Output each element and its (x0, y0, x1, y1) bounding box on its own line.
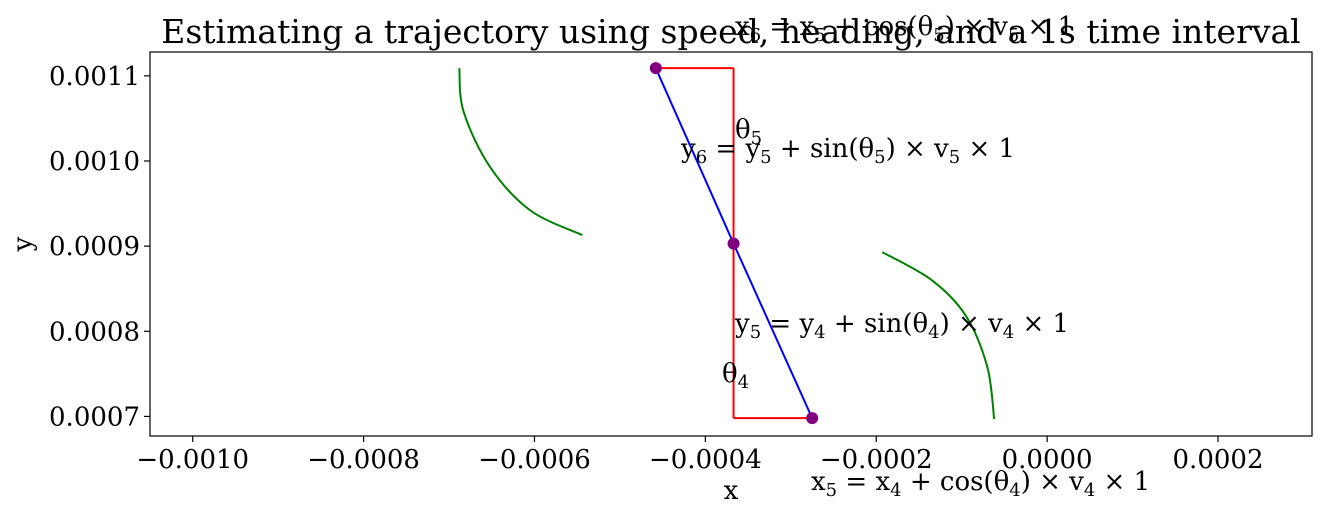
y-axis-label: y (8, 236, 38, 252)
y-tick-label-0: 0.0007 (49, 402, 140, 432)
heading-arc-0 (881, 251, 996, 420)
x-tick-label-6: 0.0002 (1173, 445, 1264, 475)
x-axis-label: x (724, 476, 739, 506)
annotation-y6: y6 = y5 + sin(θ5) × v5 × 1 (680, 134, 1015, 168)
y-tick-label-4: 0.0011 (49, 62, 140, 92)
trajectory-point-2 (649, 62, 662, 75)
annotation-y5: y5 = y4 + sin(θ4) × v4 × 1 (734, 309, 1069, 343)
y-tick-label-2: 0.0009 (49, 232, 140, 262)
annotation-x5: x5 = x4 + cos(θ4) × v4 × 1 (811, 467, 1150, 501)
heading-arc-1 (458, 68, 583, 236)
chart-title: Estimating a trajectory using speed, hea… (161, 12, 1300, 51)
annotation-theta4: θ4 (722, 359, 749, 393)
trajectory-point-1 (727, 237, 740, 250)
x-tick-label-4: −0.0002 (820, 445, 933, 475)
annotation-theta5: θ5 (735, 115, 762, 149)
plot-frame (149, 51, 1313, 437)
y-tick-label-1: 0.0008 (49, 317, 140, 347)
trajectory-point-0 (806, 412, 819, 425)
annotation-x6: x6 = x5 + cos(θ5) × v5 × 1 (735, 12, 1074, 46)
x-tick-label-3: −0.0004 (649, 445, 762, 475)
y-tick-label-3: 0.0010 (49, 147, 140, 177)
x-tick-label-2: −0.0006 (478, 445, 591, 475)
x-tick-label-5: 0.0000 (1002, 445, 1093, 475)
x-tick-label-0: −0.0010 (136, 445, 249, 475)
x-tick-label-1: −0.0008 (307, 445, 420, 475)
